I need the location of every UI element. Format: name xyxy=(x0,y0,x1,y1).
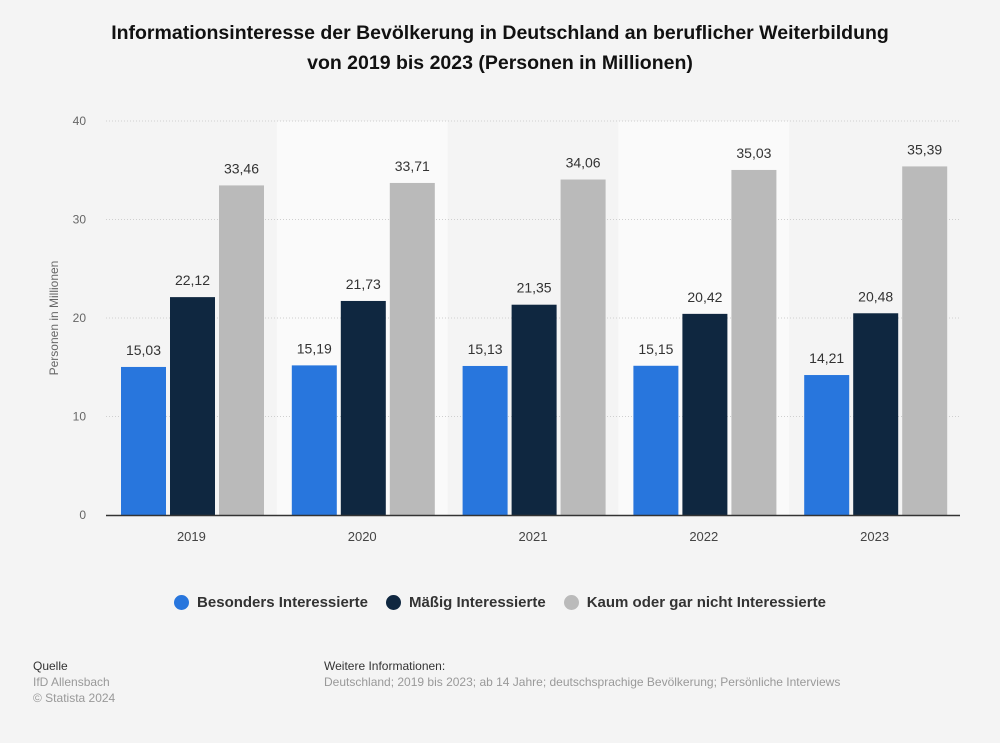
data-label: 35,03 xyxy=(736,145,771,161)
legend-dot-icon xyxy=(174,595,190,610)
legend-item[interactable]: Kaum oder gar nicht Interessierte xyxy=(563,594,826,611)
data-label: 15,03 xyxy=(126,342,161,358)
bar xyxy=(633,365,679,515)
bar xyxy=(340,300,386,515)
bar xyxy=(291,365,337,515)
legend-item[interactable]: Besonders Interessierte xyxy=(174,594,368,611)
info-heading: Weitere Informationen: xyxy=(324,659,446,673)
legend-dot-icon xyxy=(563,595,579,610)
source-heading: Quelle xyxy=(33,659,68,673)
x-tick-label: 2020 xyxy=(348,529,377,544)
data-label: 14,21 xyxy=(809,350,844,366)
y-tick-label: 10 xyxy=(73,410,87,424)
legend-item[interactable]: Mäßig Interessierte xyxy=(385,594,546,611)
title-line-1: Informationsinteresse der Bevölkerung in… xyxy=(111,22,889,44)
info-block: Weitere Informationen: Deutschland; 2019… xyxy=(324,658,840,690)
bar xyxy=(853,313,899,515)
y-tick-label: 0 xyxy=(79,508,86,522)
chart-title: Informationsinteresse der Bevölkerung in… xyxy=(0,18,1000,78)
y-tick-label: 40 xyxy=(73,114,87,128)
x-tick-label: 2023 xyxy=(860,529,889,544)
bar xyxy=(731,169,777,515)
bar xyxy=(511,304,557,515)
legend-label: Kaum oder gar nicht Interessierte xyxy=(586,594,826,611)
data-label: 34,06 xyxy=(566,155,601,171)
y-tick-label: 30 xyxy=(73,213,87,227)
bar xyxy=(682,313,728,515)
bar xyxy=(560,179,606,515)
data-label: 33,71 xyxy=(395,158,430,174)
data-label: 15,13 xyxy=(468,341,503,357)
x-tick-label: 2022 xyxy=(689,529,718,544)
bar xyxy=(804,375,850,515)
data-label: 21,35 xyxy=(517,280,552,296)
legend-label: Besonders Interessierte xyxy=(197,594,368,611)
source-block: Quelle IfD Allensbach © Statista 2024 xyxy=(33,658,115,706)
data-label: 20,48 xyxy=(858,288,893,304)
data-label: 20,42 xyxy=(687,289,722,305)
data-label: 33,46 xyxy=(224,160,259,176)
y-tick-label: 20 xyxy=(73,311,87,325)
bar xyxy=(389,182,435,516)
legend-label: Mäßig Interessierte xyxy=(408,594,546,611)
x-tick-label: 2021 xyxy=(519,529,548,544)
y-axis-label: Personen in Millionen xyxy=(47,261,61,376)
bar-chart: 0 10 20 30 40 Personen in Millionen 15,03 22,12… xyxy=(47,114,960,544)
bar xyxy=(170,297,215,515)
x-tick-label: 2019 xyxy=(177,529,206,544)
source-text[interactable]: IfD Allensbach xyxy=(33,675,110,689)
data-label: 35,39 xyxy=(907,141,942,157)
data-label: 15,15 xyxy=(638,341,673,357)
bar xyxy=(121,366,166,515)
data-label: 22,12 xyxy=(175,272,210,288)
data-label: 21,73 xyxy=(346,276,381,292)
info-text: Deutschland; 2019 bis 2023; ab 14 Jahre;… xyxy=(324,675,841,689)
legend-dot-icon xyxy=(385,595,401,610)
bar xyxy=(462,365,508,515)
data-label: 15,19 xyxy=(297,340,332,356)
bar xyxy=(219,185,264,515)
title-line-2: von 2019 bis 2023 (Personen in Millionen… xyxy=(307,52,693,74)
copyright: © Statista 2024 xyxy=(33,691,116,705)
bar xyxy=(902,166,948,515)
legend: Besonders Interessierte Mäßig Interessie… xyxy=(0,594,1000,611)
